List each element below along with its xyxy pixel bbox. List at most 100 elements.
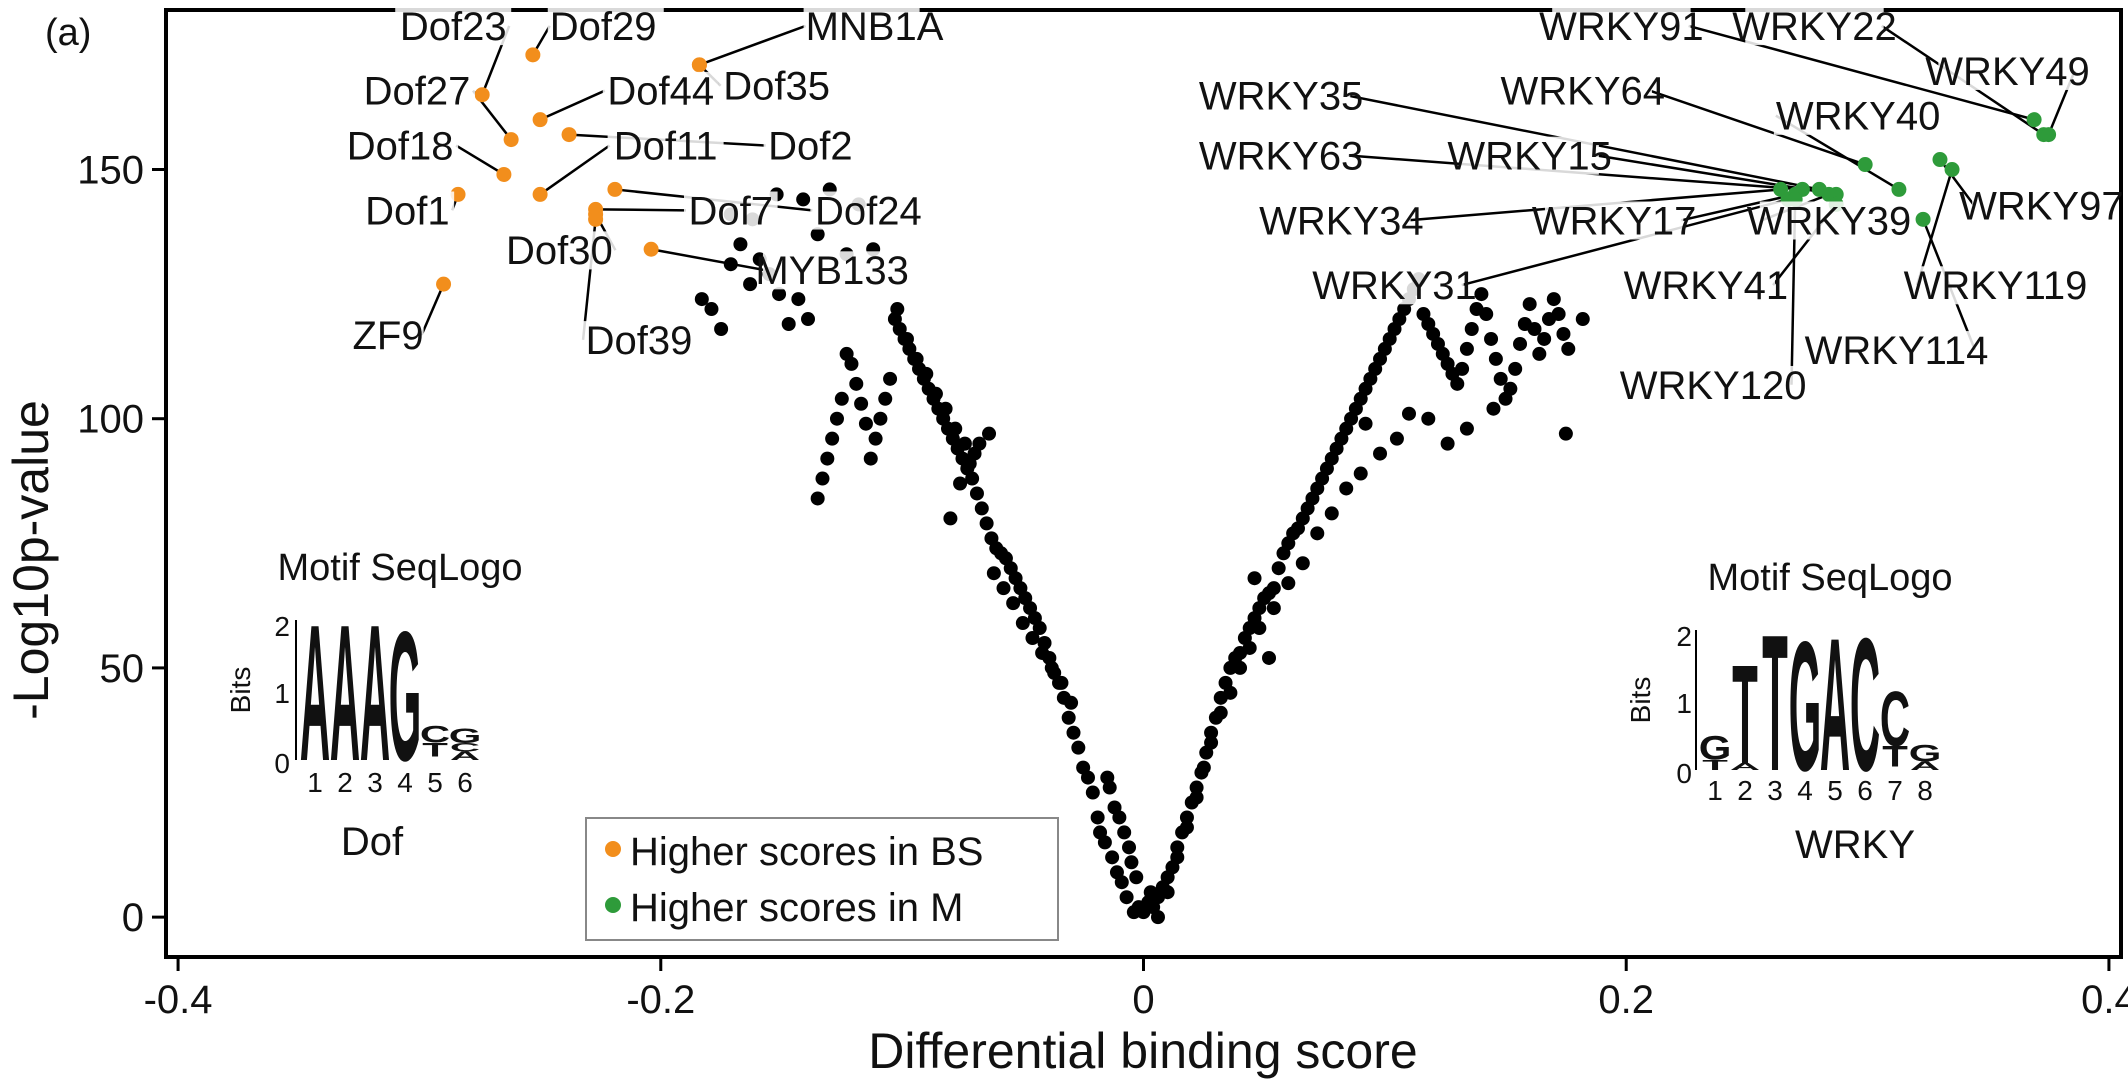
- point-label: Dof11: [614, 125, 718, 169]
- point-label: MNB1A: [806, 5, 944, 49]
- data-point: [1126, 905, 1141, 920]
- point-label: WRKY17: [1532, 199, 1697, 243]
- data-point: [1109, 865, 1124, 880]
- data-point: [1459, 341, 1474, 356]
- leader-line: [1649, 89, 1866, 166]
- label-backdrop: [1272, 201, 1411, 240]
- data-point: [1486, 401, 1501, 416]
- point-label: Dof2: [768, 125, 853, 169]
- label-backdrop: [763, 126, 858, 165]
- data-point: [1556, 326, 1571, 341]
- point-label: WRKY41: [1624, 264, 1789, 308]
- data-point: [1513, 336, 1528, 351]
- leader-line: [1915, 169, 1954, 286]
- data-point: [1508, 361, 1523, 376]
- logo-letter: T: [422, 739, 448, 761]
- data-point: [1324, 506, 1339, 521]
- data-point: [1474, 287, 1489, 302]
- logo-letter: T: [1882, 740, 1908, 773]
- data-point: [1129, 870, 1144, 885]
- data-point: [868, 431, 883, 446]
- dof-logo-ytick-2: 2: [274, 611, 290, 642]
- logo-letter: A: [360, 584, 390, 801]
- leader-line: [650, 248, 766, 272]
- point-label: Dof44: [607, 70, 714, 114]
- data-point: [1117, 825, 1132, 840]
- highlight-point: [1891, 181, 1907, 197]
- data-point: [899, 331, 914, 346]
- highlight-point: [588, 211, 604, 227]
- label-backdrop: [718, 66, 835, 105]
- data-point: [1044, 660, 1059, 675]
- data-point: [1551, 307, 1566, 322]
- data-point: [1160, 870, 1175, 885]
- dof-logo-ylabel: Bits: [225, 667, 256, 714]
- data-point: [1242, 640, 1257, 655]
- data-point: [1071, 740, 1086, 755]
- data-point: [1522, 297, 1537, 312]
- highlight-point: [1944, 161, 1960, 177]
- logo-position-label: 1: [1707, 775, 1723, 806]
- logo-letter: G: [1699, 729, 1732, 767]
- logo-letter: A: [1910, 759, 1940, 772]
- y-axis: 0 50 100 150: [77, 148, 164, 940]
- logo-letter: C: [1880, 676, 1910, 763]
- logo-position-label: 5: [1827, 775, 1843, 806]
- data-point: [1105, 850, 1120, 865]
- data-point: [957, 436, 972, 451]
- label-backdrop: [360, 191, 455, 230]
- data-point: [1122, 840, 1137, 855]
- data-point: [1401, 406, 1416, 421]
- data-point: [743, 277, 758, 292]
- panel-label: (a): [45, 12, 91, 54]
- data-point: [1061, 710, 1076, 725]
- wrky-logo-ytick-2: 2: [1676, 621, 1692, 652]
- logo-position-label: 6: [1857, 775, 1873, 806]
- data-point: [1339, 481, 1354, 496]
- leader-line: [455, 144, 505, 176]
- point-label: WRKY34: [1259, 199, 1424, 243]
- label-backdrop: [607, 126, 724, 165]
- logo-position-label: 8: [1917, 775, 1933, 806]
- wrky-logo-title: Motif SeqLogo: [1707, 557, 1952, 599]
- label-backdrop: [1211, 136, 1351, 175]
- logo-letter: G: [1909, 740, 1942, 767]
- data-point: [733, 237, 748, 252]
- dof-logo-ytick-0: 0: [274, 748, 290, 779]
- data-point: [1455, 361, 1470, 376]
- wrky-logo-ytick-1: 1: [1676, 688, 1692, 719]
- point-label: WRKY120: [1620, 364, 1807, 408]
- point-labels: Dof23 Dof29 MNB1A Dof27 Dof44 Dof35 Dof18 Dof11…: [342, 5, 2124, 408]
- data-point: [1100, 770, 1115, 785]
- wrky-logo-ylabel: Bits: [1625, 677, 1656, 724]
- data-point: [1484, 331, 1499, 346]
- label-backdrop: [1972, 186, 2111, 225]
- data-point: [1532, 346, 1547, 361]
- data-point: [820, 451, 835, 466]
- data-point: [1035, 645, 1050, 660]
- label-backdrop: [547, 7, 664, 46]
- data-point: [1389, 431, 1404, 446]
- highlight-point: [2026, 112, 2042, 128]
- data-point: [1450, 376, 1465, 391]
- x-tick-label: -0.4: [144, 978, 213, 1022]
- data-point: [815, 471, 830, 486]
- data-point: [890, 302, 905, 317]
- dof-logo-name: Dof: [341, 820, 404, 864]
- leader-line: [539, 144, 611, 196]
- x-axis-label: Differential binding score: [868, 1023, 1417, 1079]
- label-backdrop: [810, 191, 927, 230]
- data-point: [829, 411, 844, 426]
- highlight-point: [1932, 152, 1948, 168]
- leader-line: [420, 283, 445, 336]
- leader-line: [698, 24, 807, 66]
- dof-logo-title: Motif SeqLogo: [277, 547, 522, 589]
- data-point: [1464, 321, 1479, 336]
- data-point: [839, 346, 854, 361]
- label-backdrop: [1325, 266, 1464, 305]
- logo-position-label: 6: [457, 767, 473, 798]
- highlight-point: [1915, 211, 1931, 227]
- label-backdrop: [1552, 7, 1691, 46]
